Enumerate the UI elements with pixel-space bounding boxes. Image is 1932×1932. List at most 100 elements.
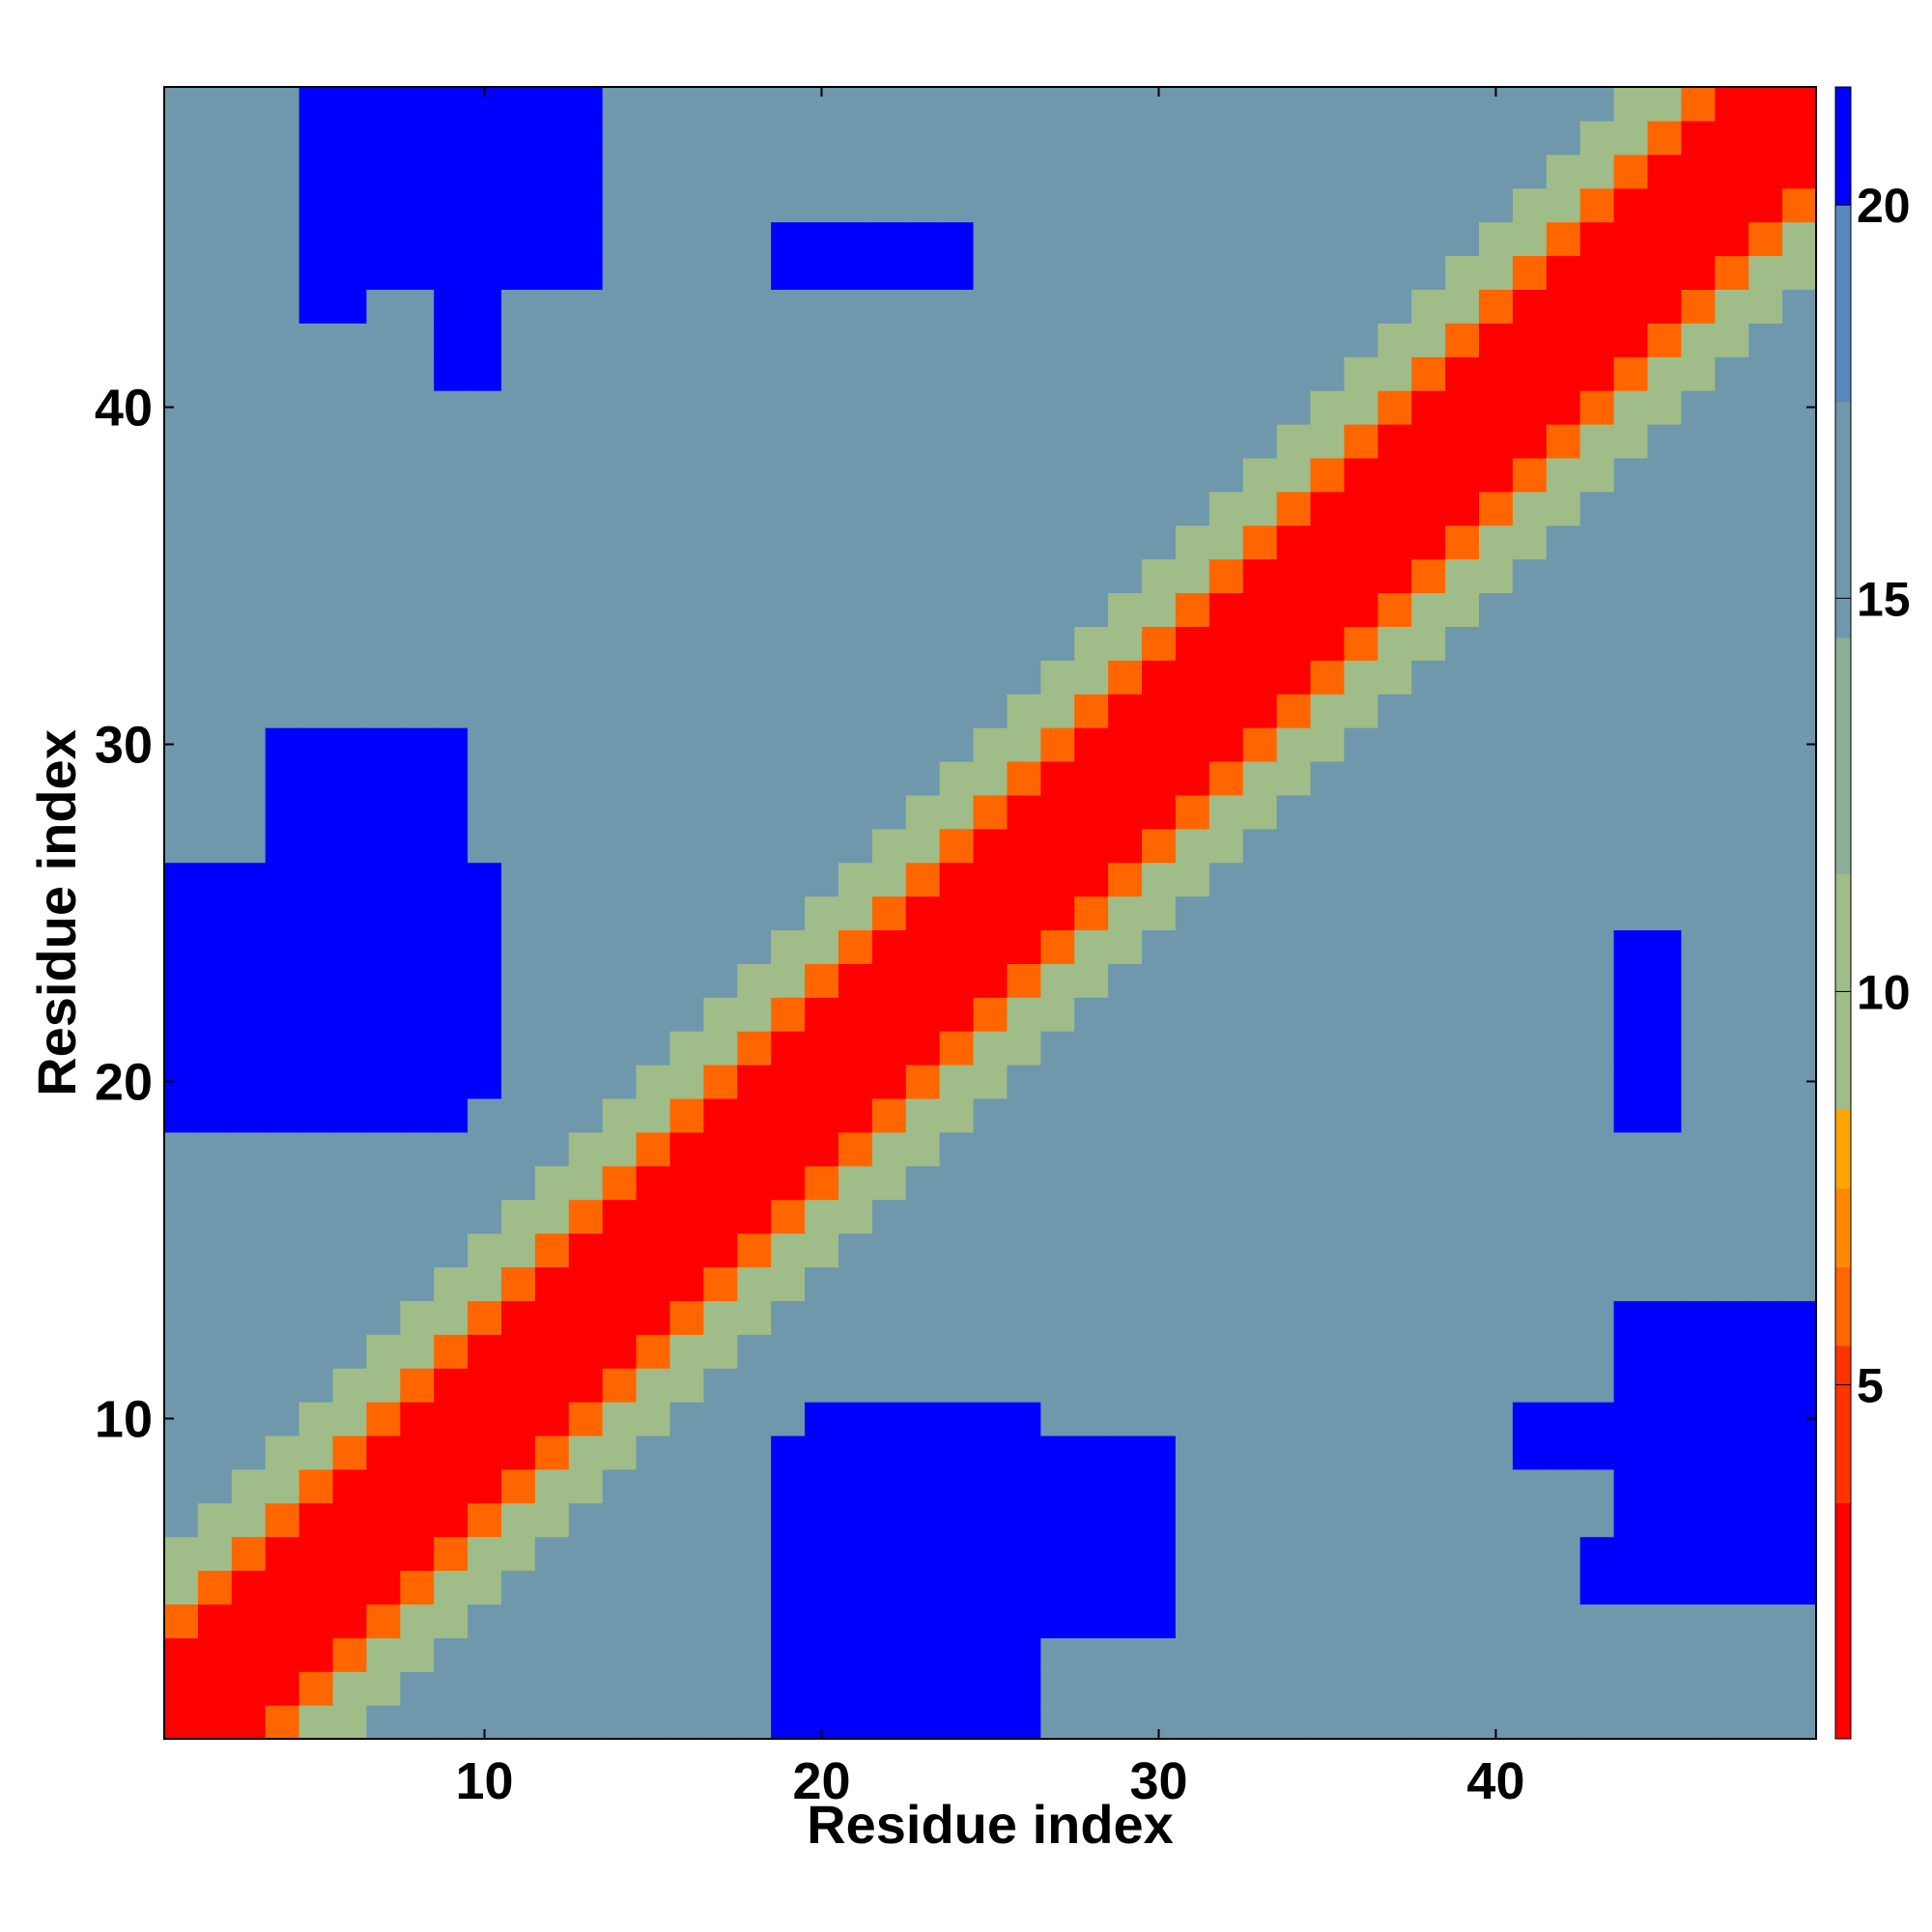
heatmap-cell xyxy=(973,963,1009,998)
heatmap-cell xyxy=(1748,1435,1783,1470)
heatmap-cell xyxy=(197,660,233,695)
heatmap-cell xyxy=(1748,1570,1783,1605)
heatmap-cell xyxy=(1681,423,1716,459)
heatmap-cell xyxy=(1074,255,1109,290)
heatmap-cell xyxy=(332,760,367,796)
heatmap-cell xyxy=(164,1536,199,1572)
heatmap-cell xyxy=(1512,1402,1548,1436)
heatmap-cell xyxy=(468,862,502,897)
heatmap-cell xyxy=(636,592,671,627)
heatmap-cell xyxy=(534,1266,570,1301)
heatmap-cell xyxy=(366,120,401,156)
colorbar-segment xyxy=(1835,87,1851,206)
heatmap-cell xyxy=(534,895,570,931)
heatmap-cell xyxy=(1579,491,1615,526)
heatmap-cell xyxy=(1344,1097,1378,1133)
heatmap-cell xyxy=(905,390,941,425)
heatmap-cell xyxy=(737,255,772,290)
heatmap-cell xyxy=(1007,221,1041,257)
heatmap-cell xyxy=(1175,423,1210,459)
heatmap-cell xyxy=(771,525,806,560)
heatmap-cell xyxy=(1479,1233,1514,1268)
heatmap-cell xyxy=(1546,1502,1581,1538)
heatmap-cell xyxy=(602,1031,638,1065)
heatmap-cell xyxy=(265,1199,300,1235)
heatmap-cell xyxy=(1782,997,1817,1032)
heatmap-cell xyxy=(1276,660,1312,695)
heatmap-cell xyxy=(1175,1300,1210,1335)
heatmap-cell xyxy=(1175,1637,1210,1672)
heatmap-cell xyxy=(164,1502,199,1538)
heatmap-cell xyxy=(265,694,300,728)
heatmap-cell xyxy=(332,1165,367,1201)
heatmap-cell xyxy=(231,760,267,796)
heatmap-cell xyxy=(197,457,233,493)
heatmap-cell xyxy=(568,997,604,1032)
heatmap-cell xyxy=(1142,727,1177,762)
heatmap-cell xyxy=(1344,289,1378,324)
heatmap-cell xyxy=(1445,1233,1480,1268)
heatmap-cell xyxy=(1445,1671,1480,1706)
heatmap-cell xyxy=(500,1334,536,1369)
heatmap-cell xyxy=(771,1165,806,1201)
heatmap-cell xyxy=(973,1131,1009,1167)
heatmap-cell xyxy=(400,457,435,493)
heatmap-cell xyxy=(1040,1131,1075,1167)
heatmap-cell xyxy=(265,423,300,459)
heatmap-cell xyxy=(1378,1199,1412,1235)
x-tick-label: 10 xyxy=(455,1752,513,1810)
heatmap-cell xyxy=(838,255,873,290)
heatmap-cell xyxy=(1647,1233,1683,1268)
heatmap-cell xyxy=(1175,1536,1210,1572)
heatmap-cell xyxy=(164,1266,199,1301)
heatmap-cell xyxy=(602,1502,638,1538)
heatmap-cell xyxy=(602,1165,638,1201)
colorbar-tick-label: 20 xyxy=(1857,179,1911,233)
heatmap-cell xyxy=(298,289,334,324)
heatmap-cell xyxy=(1208,187,1244,223)
heatmap-cell xyxy=(703,1097,738,1133)
heatmap-cell xyxy=(1040,1705,1075,1740)
heatmap-cell xyxy=(1242,1097,1278,1133)
heatmap-cell xyxy=(1613,1671,1649,1706)
heatmap-cell xyxy=(871,1266,907,1301)
heatmap-cell xyxy=(1344,1502,1378,1538)
heatmap-cell xyxy=(905,1097,941,1133)
heatmap-cell xyxy=(1142,120,1177,156)
heatmap-cell xyxy=(1142,1570,1177,1605)
heatmap-cell xyxy=(669,289,704,324)
heatmap-cell xyxy=(1445,1266,1480,1301)
heatmap-cell xyxy=(602,525,638,560)
heatmap-cell xyxy=(1445,323,1480,357)
heatmap-cell xyxy=(805,694,839,728)
heatmap-cell xyxy=(1310,390,1346,425)
heatmap-cell xyxy=(1108,1199,1143,1235)
heatmap-cell xyxy=(1378,1402,1412,1436)
heatmap-cell xyxy=(669,694,704,728)
heatmap-cell xyxy=(568,626,604,661)
heatmap-cell xyxy=(434,1435,469,1470)
heatmap-cell xyxy=(1242,154,1278,189)
heatmap-cell xyxy=(973,997,1009,1032)
heatmap-cell xyxy=(1681,1502,1716,1538)
heatmap-cell xyxy=(805,1570,839,1605)
heatmap-cell xyxy=(434,1502,469,1538)
heatmap-cell xyxy=(1647,592,1683,627)
heatmap-cell xyxy=(1007,558,1041,594)
heatmap-cell xyxy=(1411,592,1446,627)
heatmap-cell xyxy=(164,895,199,931)
heatmap-cell xyxy=(1579,1637,1615,1672)
heatmap-cell xyxy=(197,289,233,324)
heatmap-cell xyxy=(366,1266,401,1301)
heatmap-cell xyxy=(939,1199,975,1235)
heatmap-cell xyxy=(1479,1468,1514,1504)
heatmap-cell xyxy=(669,1671,704,1706)
heatmap-cell xyxy=(366,1165,401,1201)
heatmap-cell xyxy=(197,1368,233,1403)
heatmap-cell xyxy=(534,727,570,762)
heatmap-cell xyxy=(703,626,738,661)
heatmap-cell xyxy=(939,558,975,594)
heatmap-cell xyxy=(838,1065,873,1099)
heatmap-cell xyxy=(1579,760,1615,796)
heatmap-cell xyxy=(771,694,806,728)
